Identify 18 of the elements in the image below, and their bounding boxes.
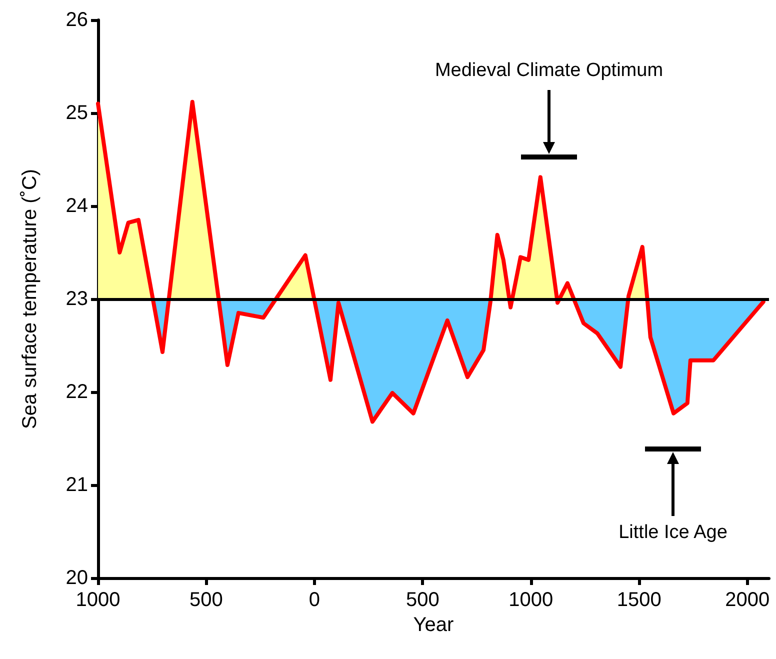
x-tick-label: 0 <box>308 589 320 611</box>
y-tick-label: 21 <box>66 474 88 496</box>
annotation: Little Ice Age <box>618 522 728 544</box>
x-tick-label: 1500 <box>616 589 662 611</box>
y-axis-title: Sea surface temperature (˚C) <box>19 168 41 430</box>
y-tick-label: 20 <box>66 567 88 589</box>
x-tick-label: 1000 <box>76 589 120 611</box>
y-tick-label: 26 <box>66 9 88 31</box>
y-tick-label: 23 <box>66 288 88 310</box>
y-tick-label: 25 <box>66 102 88 124</box>
x-axis-title: Year <box>413 614 454 636</box>
y-tick-label: 22 <box>66 381 88 403</box>
x-tick-label: 500 <box>190 589 223 611</box>
x-tick-label: 1000 <box>508 589 554 611</box>
annotation: Medieval Climate Optimum <box>434 60 664 82</box>
y-tick-label: 24 <box>66 195 88 217</box>
x-tick-label: 500 <box>406 589 440 611</box>
x-tick-label: 2000 <box>725 589 770 611</box>
